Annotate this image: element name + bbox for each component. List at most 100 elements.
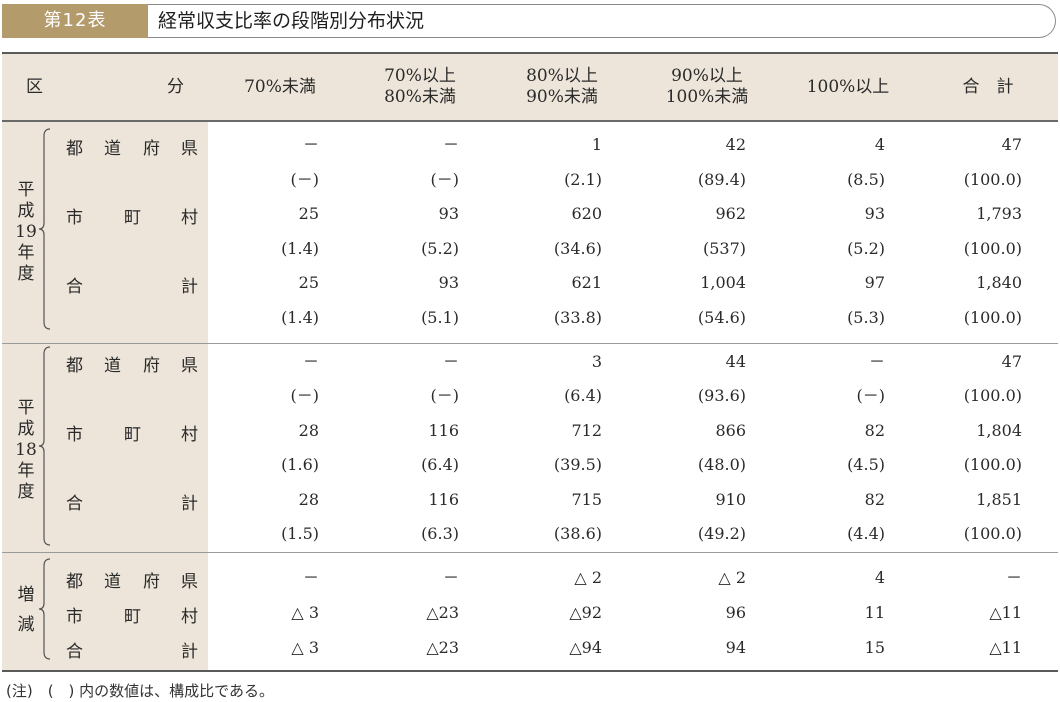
row-label-char: 合 (66, 642, 83, 662)
bottom-rule (2, 670, 1058, 672)
table-cell: 47 (1001, 352, 1022, 371)
table-cell: 1,851 (976, 490, 1022, 509)
table-cell: 82 (864, 490, 885, 509)
row-label-char: 計 (181, 494, 198, 514)
table-cell: (－) (430, 386, 460, 405)
table-cell: 4 (874, 135, 885, 154)
table-cell: (6.4) (564, 386, 602, 405)
table-cell: 42 (725, 135, 746, 154)
row-label-char: 県 (181, 139, 198, 159)
table-cell: (89.4) (697, 170, 746, 189)
row-label: 都道府県 (66, 351, 198, 376)
group-label: 増減 (17, 585, 35, 635)
table-cell: (38.6) (553, 524, 602, 543)
table-cell: (100.0) (963, 308, 1022, 327)
column-header-2: 70%以上 80%未満 (384, 66, 456, 107)
table-cell: － (868, 352, 885, 371)
table-cell: △23 (426, 603, 459, 622)
table-cell: 25 (298, 273, 319, 292)
row-label-char: 都 (66, 139, 83, 159)
table-cell: △11 (989, 603, 1022, 622)
table-cell: (1.6) (281, 455, 319, 474)
row-label-char: 村 (181, 425, 198, 445)
table-cell: 1 (591, 135, 602, 154)
row-label-char: 計 (181, 277, 198, 297)
header-rule (2, 120, 1058, 122)
table-cell: △ 3 (291, 603, 319, 622)
column-header-3: 80%以上 90%未満 (526, 66, 598, 107)
header-background (2, 54, 1058, 120)
table-cell: (34.6) (553, 239, 602, 258)
row-label-char: 市 (66, 607, 83, 627)
table-cell: (5.2) (847, 239, 885, 258)
table-cell: 82 (864, 421, 885, 440)
row-label-char: 府 (143, 356, 160, 376)
table-cell: － (1005, 568, 1022, 587)
table-cell: － (302, 352, 319, 371)
table-cell: 116 (428, 421, 459, 440)
table-cell: (5.3) (847, 308, 885, 327)
table-cell: 15 (864, 638, 885, 657)
row-label: 合計 (66, 489, 198, 514)
table-cell: (8.5) (847, 170, 885, 189)
row-label-char: 町 (124, 208, 141, 228)
table-cell: (1.4) (281, 308, 319, 327)
table-cell: (4.5) (847, 455, 885, 474)
table-cell: (100.0) (963, 239, 1022, 258)
row-label: 合計 (66, 272, 198, 297)
table-cell: 962 (715, 204, 746, 223)
table-cell: (－) (430, 170, 460, 189)
column-header-5: 100%以上 (806, 76, 890, 97)
table-cell: 1,793 (976, 204, 1022, 223)
table-cell: 93 (864, 204, 885, 223)
row-label-char: 府 (143, 572, 160, 592)
table-cell: 1,840 (976, 273, 1022, 292)
top-rule (2, 52, 1058, 54)
table-cell: 1,804 (976, 421, 1022, 440)
table-cell: 28 (298, 490, 319, 509)
table-cell: (4.4) (847, 524, 885, 543)
table-cell: 44 (725, 352, 746, 371)
row-label-char: 道 (104, 356, 121, 376)
table-cell: △94 (569, 638, 602, 657)
table-cell: (49.2) (697, 524, 746, 543)
table-cell: (48.0) (697, 455, 746, 474)
table-cell: 620 (571, 204, 602, 223)
table-cell: 712 (571, 421, 602, 440)
table-cell: (2.1) (564, 170, 602, 189)
table-cell: △ 3 (291, 638, 319, 657)
table-cell: － (442, 568, 459, 587)
table-cell: (100.0) (963, 455, 1022, 474)
table-cell: 25 (298, 204, 319, 223)
table-cell: 116 (428, 490, 459, 509)
row-label-char: 村 (181, 208, 198, 228)
table-cell: (537) (702, 239, 746, 258)
table-cell: － (442, 352, 459, 371)
row-label: 市町村 (66, 420, 198, 445)
table-cell: 28 (298, 421, 319, 440)
header-kubun-left: 区 (26, 77, 43, 97)
row-label: 合計 (66, 637, 198, 662)
table-cell: △92 (569, 603, 602, 622)
table-cell: (100.0) (963, 170, 1022, 189)
table-cell: 93 (438, 204, 459, 223)
group-brace (38, 128, 51, 330)
row-label-char: 市 (66, 425, 83, 445)
table-cell: △23 (426, 638, 459, 657)
table-cell: 96 (725, 603, 746, 622)
footnote: (注) ( ) 内の数値は、構成比である。 (6, 682, 275, 700)
table-cell: － (302, 135, 319, 154)
table-cell: 94 (725, 638, 746, 657)
table-title: 経常収支比率の段階別分布状況 (158, 10, 425, 32)
row-label-background (2, 121, 208, 670)
table-cell: (－) (856, 386, 886, 405)
title-bar (2, 4, 1056, 38)
table-cell: 621 (571, 273, 602, 292)
row-label-char: 市 (66, 208, 83, 228)
table-cell: △11 (989, 638, 1022, 657)
table-cell: 4 (874, 568, 885, 587)
table-cell: 93 (438, 273, 459, 292)
row-label-char: 県 (181, 572, 198, 592)
table-cell: 11 (864, 603, 885, 622)
row-label-char: 府 (143, 139, 160, 159)
